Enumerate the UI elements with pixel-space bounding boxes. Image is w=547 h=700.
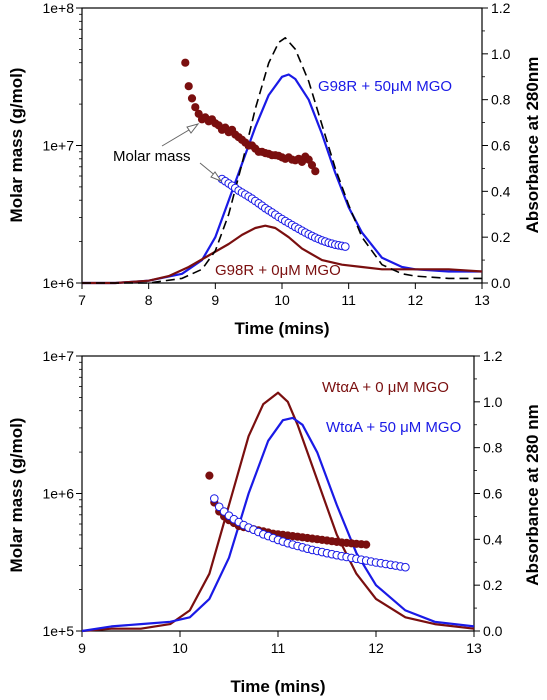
top-series-3-point [307,161,317,170]
top-series-3-point [187,94,197,103]
bottom-series-2-point [205,471,214,480]
top-series-3-point [191,103,200,112]
chart-bottom: 9 10 11 12 13 1e+5 1e+6 1e+7 0.0 0.2 0.4 0.6 0.8 1.0 1… [7,348,542,696]
top-series-3-point [184,82,193,91]
bottom-untreated-label: WtαA + 0 μM MGO [322,379,449,396]
top-ticks: 7 8 9 10 11 12 13 1e+6 1e+7 1e+8 0.0 0.2 0.4 0.6 0.8 1.… [42,0,510,308]
top-y-tick-label: 1e+7 [42,138,74,154]
top-y2-tick-label: 0.0 [491,275,511,291]
top-plot-frame [81,7,483,284]
bottom-y2-tick-label: 0.4 [483,531,503,547]
arrow-head-lower [210,171,223,183]
bottom-x-tick-label: 10 [172,640,188,656]
top-x-tick-label: 9 [211,292,219,308]
top-y2-axis-title: Absorbance at 280nm [523,57,542,234]
bottom-treated-label: WtαA + 50 μM MGO [326,419,461,436]
bottom-x-tick-label: 13 [466,640,482,656]
top-x-tick-label: 12 [408,292,424,308]
top-treated-label: G98R + 50μM MGO [318,78,452,95]
bottom-y2-tick-label: 0.2 [483,577,503,593]
bottom-y-axis-title: Molar mass (g/mol) [7,418,26,573]
bottom-series-0-line [81,391,475,633]
bottom-series-3-point [210,494,219,503]
top-series-4-point [341,242,350,251]
bottom-y-tick-label: 1e+7 [42,348,74,364]
top-x-tick-label: 7 [78,292,86,308]
top-y2-tick-label: 0.8 [491,92,511,108]
top-series-3-point [181,58,190,67]
bottom-y2-tick-label: 0.0 [483,623,503,639]
top-series-2-line [82,37,482,284]
bottom-y2-axis-title: Absorbance at 280 nm [523,404,542,585]
top-y2-tick-label: 1.2 [491,0,511,16]
bottom-ticks: 9 10 11 12 13 1e+5 1e+6 1e+7 0.0 0.2 0.4 0.6 0.8 1.0 1… [42,348,502,656]
top-series [82,37,483,285]
top-y2-tick-label: 0.2 [491,229,511,245]
top-series-1-line [82,224,483,285]
top-series-3-point [311,167,320,176]
top-x-axis-title: Time (mins) [234,319,329,338]
bottom-y2-tick-label: 0.6 [483,486,503,502]
top-x-tick-label: 10 [274,292,290,308]
bottom-x-tick-label: 11 [271,640,286,656]
arrow-head-upper [186,123,200,134]
bottom-y-tick-label: 1e+6 [42,486,74,502]
bottom-x-tick-label: 12 [368,640,384,656]
bottom-x-tick-label: 9 [78,640,86,656]
bottom-series-3-point [401,562,410,572]
bottom-series-1-line [81,416,475,633]
bottom-x-axis-title: Time (mins) [230,677,325,696]
bottom-series-2-point [362,540,371,549]
bottom-y2-tick-label: 0.8 [483,440,503,456]
top-x-tick-label: 13 [474,292,490,308]
bottom-y2-tick-label: 1.0 [483,394,503,410]
bottom-plot-frame [81,355,475,632]
top-x-tick-label: 11 [341,292,356,308]
top-y2-tick-label: 0.4 [491,183,511,199]
top-untreated-label: G98R + 0μM MGO [215,262,341,279]
top-y2-tick-label: 0.6 [491,138,511,154]
top-y2-tick-label: 1.0 [491,46,511,62]
molar-mass-arrows [161,123,223,183]
top-x-tick-label: 8 [145,292,153,308]
bottom-y-tick-label: 1e+5 [42,623,74,639]
top-y-tick-label: 1e+6 [42,275,74,291]
chart-top: 7 8 9 10 11 12 13 1e+6 1e+7 1e+8 0.0 0.2 0.4 0.6 0.8 1.… [7,0,542,338]
top-y-axis-title: Molar mass (g/mol) [7,68,26,223]
molar-mass-label: Molar mass [113,148,191,165]
top-y-tick-label: 1e+8 [42,0,74,16]
bottom-y2-tick-label: 1.2 [483,348,503,364]
bottom-series [81,391,475,633]
top-series-0-line [82,73,482,285]
